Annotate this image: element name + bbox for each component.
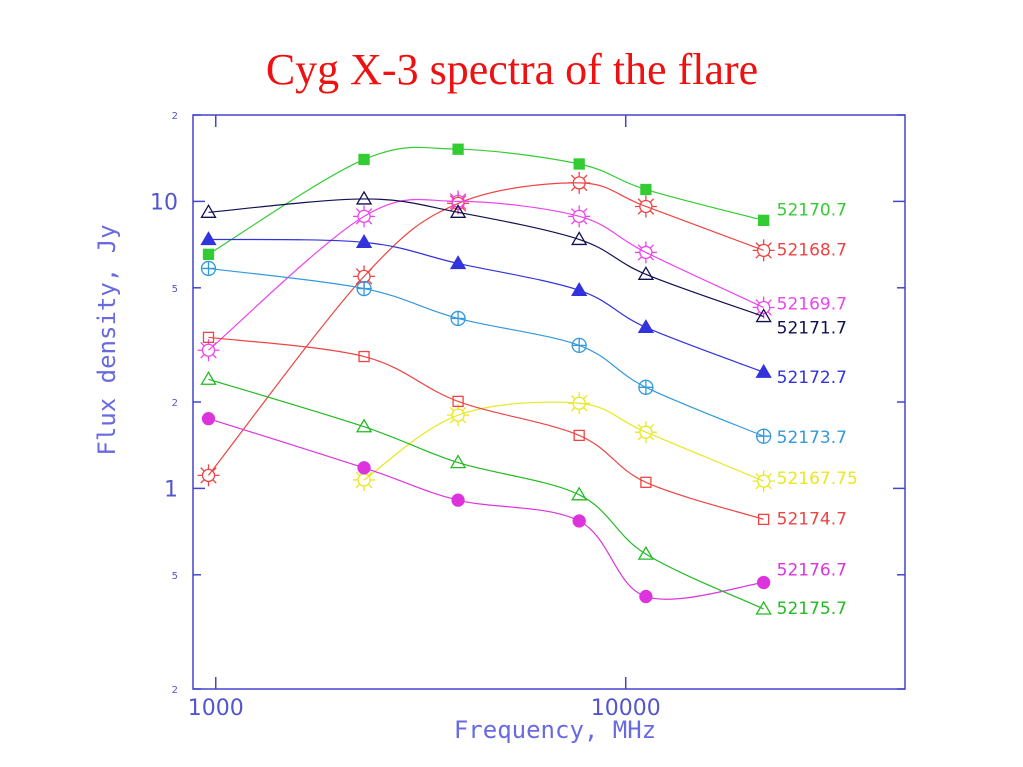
series-label: 52170.7 — [777, 200, 847, 220]
series-label: 52176.7 — [777, 561, 847, 581]
point — [355, 190, 373, 205]
series-label: 52172.7 — [777, 368, 847, 388]
point — [202, 331, 215, 343]
point — [201, 411, 216, 426]
series-label: 52168.7 — [777, 240, 847, 260]
point — [571, 282, 588, 296]
x-tick-label: 1000 — [188, 696, 244, 721]
point — [357, 461, 371, 475]
point — [358, 153, 370, 166]
series-line — [208, 198, 764, 318]
point — [752, 239, 775, 262]
x-axis-label: Frequency, MHz — [454, 716, 656, 744]
point — [571, 486, 588, 501]
point — [758, 214, 770, 226]
point — [355, 234, 373, 248]
y-tick-label: 5 — [172, 284, 178, 295]
point — [355, 418, 373, 433]
point — [200, 231, 217, 246]
series-label: 52167.75 — [777, 469, 858, 489]
point — [634, 241, 657, 264]
point — [637, 319, 655, 334]
point — [757, 575, 771, 590]
y-tick-label: 5 — [172, 571, 178, 582]
point — [353, 205, 376, 228]
point — [568, 171, 591, 194]
point — [449, 255, 467, 270]
point — [571, 337, 587, 354]
point — [638, 379, 654, 395]
point — [572, 514, 586, 528]
point — [451, 493, 465, 507]
series-label: 52174.7 — [777, 509, 847, 529]
y-axis-label: Flux density, Jy — [93, 224, 121, 455]
series-line — [208, 267, 764, 437]
point — [637, 266, 655, 280]
point — [758, 513, 770, 526]
point — [449, 204, 467, 218]
series-line — [363, 401, 764, 482]
y-tick-label: 2 — [172, 685, 178, 696]
y-tick-label: 1 — [164, 477, 178, 502]
series-line — [208, 418, 764, 600]
point — [640, 183, 652, 196]
point — [752, 470, 775, 493]
point — [452, 143, 464, 155]
y-tick-label: 10 — [150, 190, 178, 215]
series-line — [208, 336, 764, 520]
series-line — [208, 182, 764, 476]
point — [200, 204, 217, 218]
point — [202, 248, 215, 260]
point — [756, 428, 772, 444]
point — [755, 600, 772, 615]
point — [197, 464, 220, 487]
point — [358, 350, 370, 363]
point — [637, 545, 655, 560]
point — [200, 370, 217, 385]
point — [573, 429, 585, 442]
point — [200, 260, 217, 277]
y-tick-label: 2 — [172, 111, 178, 122]
x-tick-label: 10000 — [591, 696, 661, 721]
point — [755, 308, 772, 323]
point — [568, 392, 591, 415]
point — [449, 454, 467, 469]
series-label: 52171.7 — [777, 319, 847, 339]
point — [450, 310, 466, 327]
point — [640, 476, 652, 488]
point — [447, 190, 470, 213]
point — [356, 280, 372, 297]
series-line — [208, 198, 764, 351]
point — [568, 205, 591, 228]
series-label: 52173.7 — [777, 428, 847, 448]
series-label: 52175.7 — [777, 599, 847, 619]
point — [634, 421, 657, 444]
point — [639, 589, 653, 604]
point — [452, 395, 464, 408]
series-line — [208, 238, 764, 373]
point — [573, 158, 585, 170]
point — [634, 195, 657, 218]
point — [571, 231, 588, 246]
series-line — [208, 146, 764, 255]
point — [755, 363, 772, 378]
series-label: 52169.7 — [777, 294, 847, 314]
y-tick-label: 2 — [172, 398, 178, 409]
chart-title: Cyg X-3 spectra of the flare — [266, 45, 758, 94]
series-line — [208, 378, 764, 610]
